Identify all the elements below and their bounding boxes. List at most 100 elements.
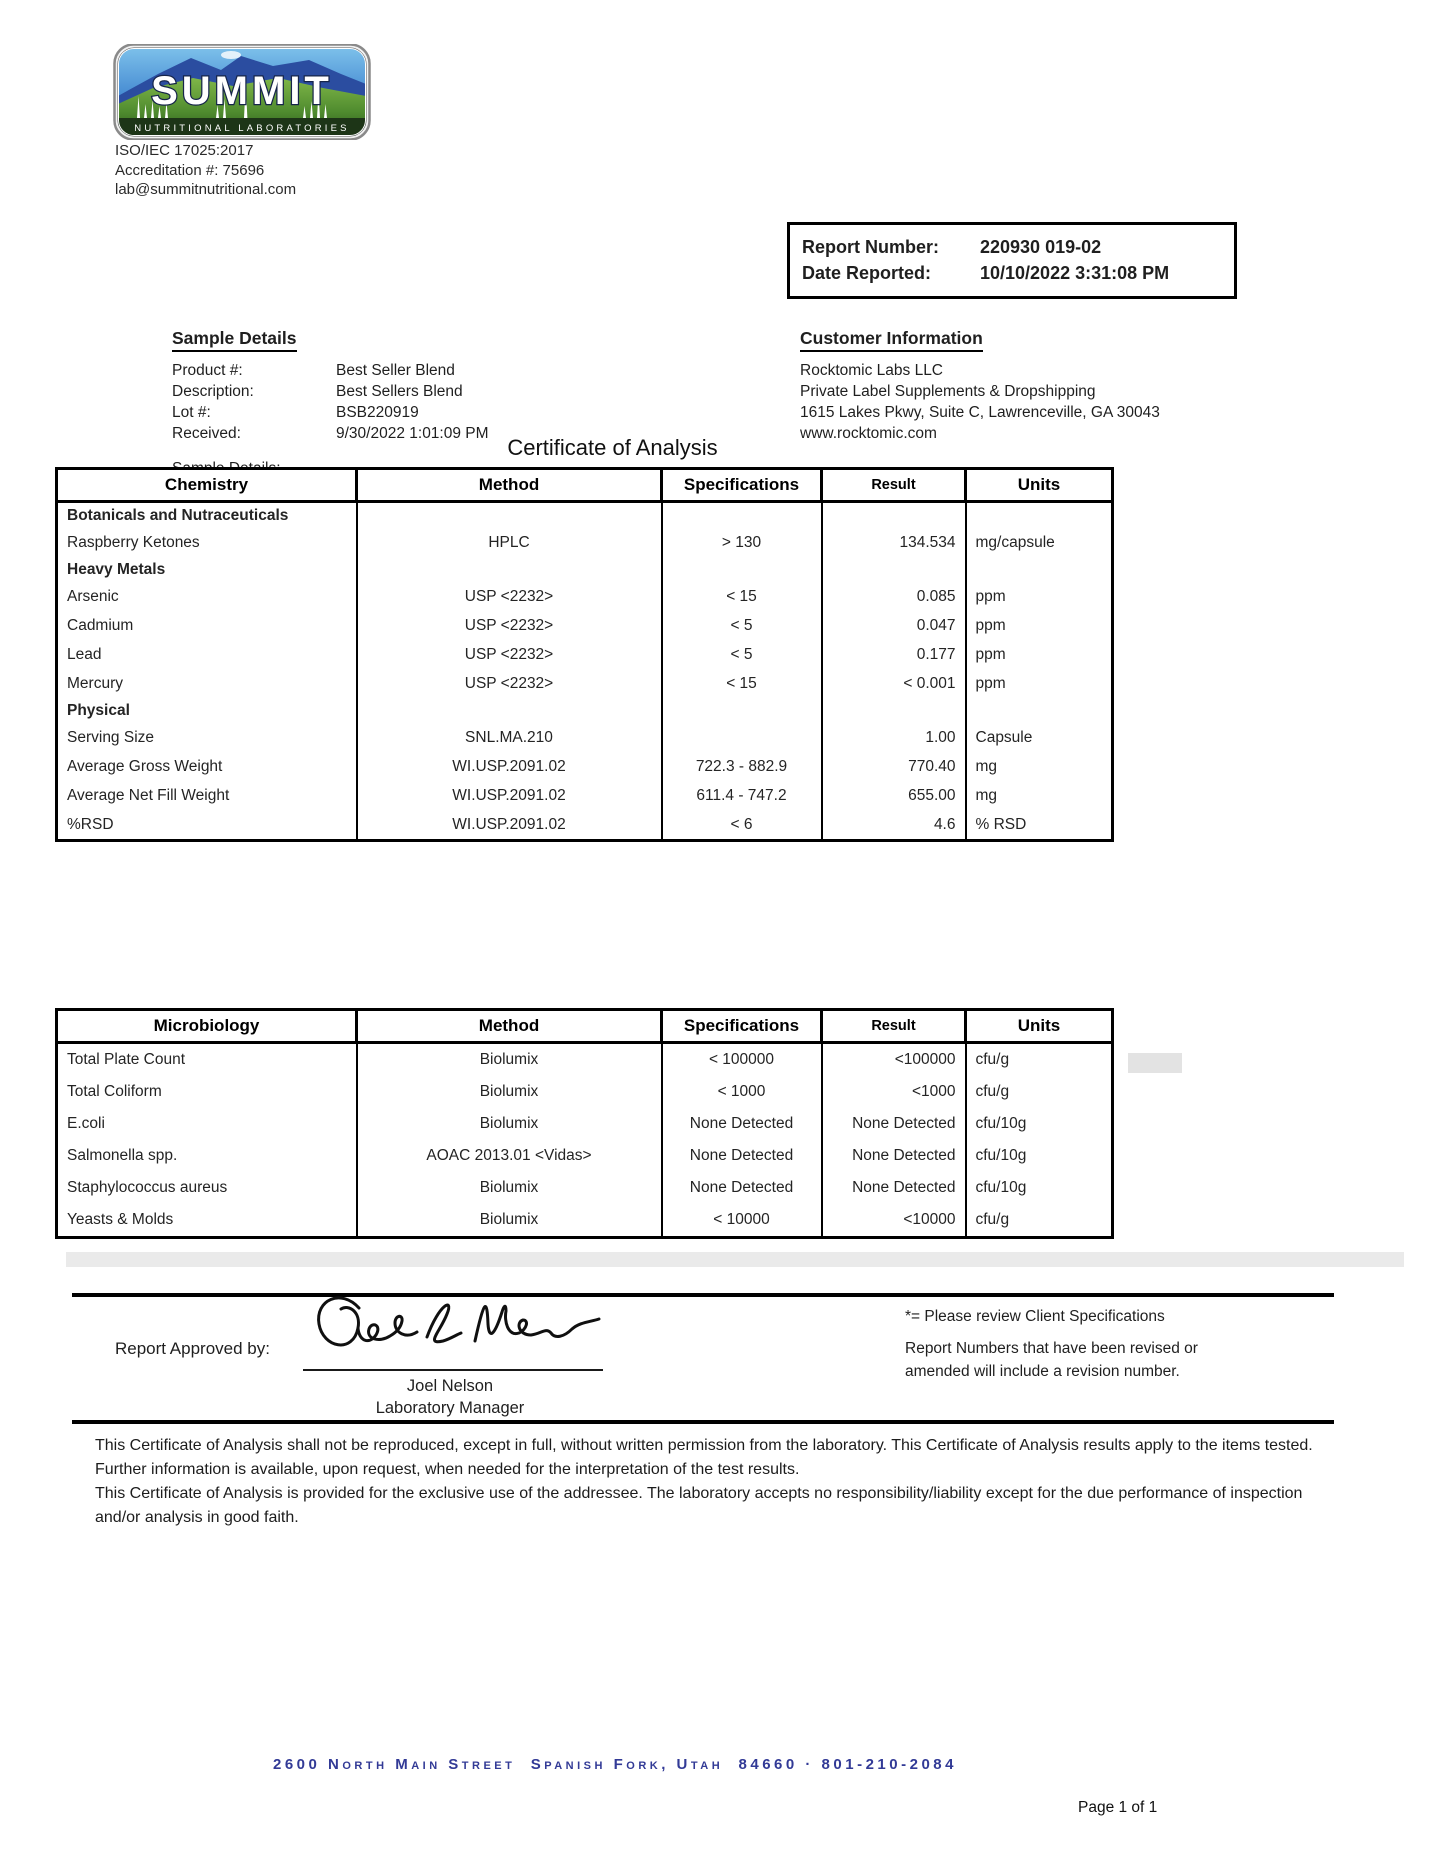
cell-analyte: Lead [55, 640, 358, 669]
cell-units [964, 557, 1114, 582]
cell-analyte: Yeasts & Molds [55, 1204, 358, 1238]
cell-method: WI.USP.2091.02 [355, 752, 663, 781]
cell-result: 0.047 [820, 611, 967, 640]
cell-analyte: Physical [55, 698, 358, 723]
table-section-row: Physical [55, 698, 1114, 723]
received-label: Received: [172, 425, 241, 442]
microbiology-header-units: Units [964, 1008, 1114, 1044]
report-info-box: Report Number: 220930 019-02 Date Report… [787, 222, 1237, 299]
table-row: Total Coliform Biolumix < 1000 <1000 cfu/g [55, 1076, 1114, 1108]
cell-analyte: Average Net Fill Weight [55, 781, 358, 810]
revision-note: Report Numbers that have been revised or… [905, 1340, 1198, 1380]
customer-address: 1615 Lakes Pkwy, Suite C, Lawrenceville,… [800, 404, 1160, 421]
logo-peak-spikes [137, 84, 327, 118]
report-number-label: Report Number: [802, 237, 940, 257]
signatory-title: Laboratory Manager [375, 1399, 525, 1417]
chemistry-table-wrap: Chemistry Method Specifications Result U… [55, 467, 1114, 842]
cell-result [820, 557, 967, 582]
cell-method: Biolumix [355, 1172, 663, 1204]
lot-value: BSB220919 [336, 404, 419, 421]
description-label: Description: [172, 383, 254, 400]
cell-result: 134.534 [820, 528, 967, 557]
cell-spec [660, 723, 823, 752]
cell-result: None Detected [820, 1172, 967, 1204]
disclaimer-paragraph-2: This Certificate of Analysis is provided… [95, 1485, 1303, 1526]
scan-shadow-artifact [1128, 1053, 1182, 1073]
cell-spec: < 5 [660, 640, 823, 669]
date-reported-value: 10/10/2022 3:31:08 PM [980, 263, 1170, 283]
microbiology-table-wrap: Microbiology Method Specifications Resul… [55, 1008, 1114, 1239]
table-row: Average Net Fill Weight WI.USP.2091.02 611… [55, 781, 1114, 810]
chemistry-header-specifications: Specifications [660, 467, 823, 503]
table-row: %RSD WI.USP.2091.02 < 6 4.6% RSD [55, 810, 1114, 841]
disclaimer-block: This Certificate of Analysis shall not b… [95, 1434, 1313, 1530]
cell-spec: None Detected [660, 1108, 823, 1140]
table-row: Total Plate Count Biolumix < 100000 <100000… [55, 1042, 1114, 1076]
cell-result: <1000 [820, 1076, 967, 1108]
cell-units: mg [964, 781, 1114, 810]
table-row: Salmonella spp. AOAC 2013.01 <Vidas> None … [55, 1140, 1114, 1172]
accreditation-block: ISO/IEC 17025:2017 Accreditation #: 7569… [115, 141, 296, 200]
cell-units: cfu/10g [964, 1172, 1114, 1204]
table-row: Cadmium USP <2232> < 5 0.047 ppm [55, 611, 1114, 640]
cell-result [820, 501, 967, 528]
disclaimer-paragraph-1: This Certificate of Analysis shall not b… [95, 1437, 1313, 1478]
sample-details-heading: Sample Details [172, 328, 297, 352]
cell-units: cfu/g [964, 1042, 1114, 1076]
cell-result: 0.085 [820, 582, 967, 611]
cell-method: USP <2232> [355, 611, 663, 640]
microbiology-header-specifications: Specifications [660, 1008, 823, 1044]
signatory-name: Joel Nelson [406, 1377, 494, 1395]
logo-tagline: NUTRITIONAL LABORATORIES [134, 123, 349, 134]
cell-method [355, 557, 663, 582]
table-row: Average Gross Weight WI.USP.2091.02 722.3 … [55, 752, 1114, 781]
chemistry-table: Chemistry Method Specifications Result U… [55, 467, 1114, 842]
cell-analyte: Raspberry Ketones [55, 528, 358, 557]
cell-spec: < 100000 [660, 1042, 823, 1076]
cell-units: cfu/g [964, 1076, 1114, 1108]
lot-label: Lot #: [172, 404, 211, 421]
cell-spec: > 130 [660, 528, 823, 557]
cell-method [355, 501, 663, 528]
cell-method: SNL.MA.210 [355, 723, 663, 752]
accreditation-number-line: Accreditation #: 75696 [115, 161, 265, 179]
cell-units: cfu/g [964, 1204, 1114, 1238]
notes-block: *= Please review Client Specifications R… [905, 1308, 1225, 1383]
microbiology-header-method: Method [355, 1008, 663, 1044]
cell-spec [660, 501, 823, 528]
cell-analyte: E.coli [55, 1108, 358, 1140]
signature-line [303, 1369, 603, 1371]
divider-rule-bottom [72, 1420, 1334, 1424]
chemistry-header-row: Chemistry Method Specifications Result U… [55, 467, 1114, 503]
microbiology-header-row: Microbiology Method Specifications Resul… [55, 1008, 1114, 1044]
chemistry-header-result: Result [820, 467, 967, 503]
cell-units [964, 501, 1114, 528]
page-indicator: Page 1 of 1 [1078, 1799, 1158, 1816]
cell-spec: < 6 [660, 810, 823, 841]
product-row: Product #: Best Seller Blend [172, 360, 692, 381]
description-row: Description: Best Sellers Blend [172, 381, 692, 402]
signature-image [295, 1292, 605, 1375]
cell-spec: < 10000 [660, 1204, 823, 1238]
cell-analyte: %RSD [55, 810, 358, 841]
customer-descriptor: Private Label Supplements & Dropshipping [800, 383, 1096, 400]
cell-units: cfu/10g [964, 1140, 1114, 1172]
chemistry-header-method: Method [355, 467, 663, 503]
cell-analyte: Total Plate Count [55, 1042, 358, 1076]
cell-method: USP <2232> [355, 669, 663, 698]
cell-analyte: Cadmium [55, 611, 358, 640]
asterisk-note: *= Please review Client Specifications [905, 1308, 1165, 1325]
microbiology-table: Microbiology Method Specifications Resul… [55, 1008, 1114, 1239]
table-section-row: Botanicals and Nutraceuticals [55, 501, 1114, 528]
received-value: 9/30/2022 1:01:09 PM [336, 425, 489, 442]
cell-spec [660, 698, 823, 723]
cell-spec: 722.3 - 882.9 [660, 752, 823, 781]
logo-mountain-scene: NUTRITIONAL LABORATORIES SUMMIT [118, 48, 366, 136]
cell-method: USP <2232> [355, 582, 663, 611]
cell-analyte: Serving Size [55, 723, 358, 752]
cell-result: <10000 [820, 1204, 967, 1238]
cell-analyte: Heavy Metals [55, 557, 358, 582]
description-value: Best Sellers Blend [336, 383, 463, 400]
cell-spec: < 1000 [660, 1076, 823, 1108]
cell-analyte: Arsenic [55, 582, 358, 611]
